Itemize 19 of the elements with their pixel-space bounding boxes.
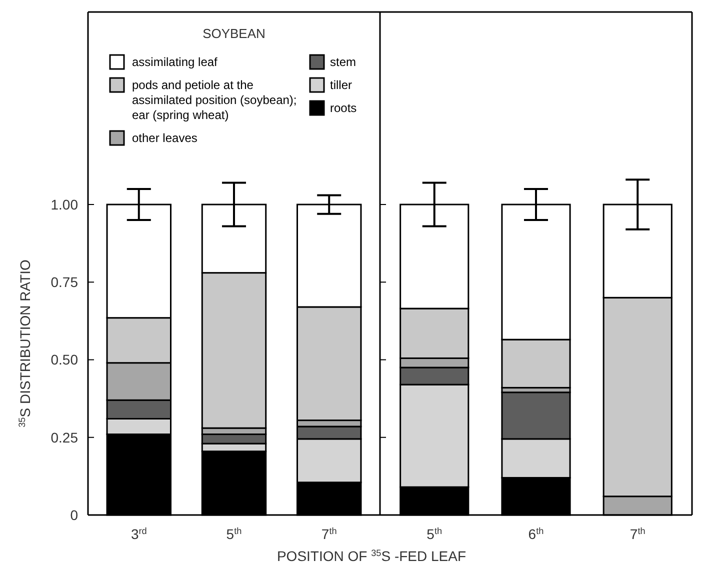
legend-label: stem — [330, 55, 356, 69]
legend-label: roots — [330, 101, 357, 115]
y-tick-label: 0 — [70, 506, 78, 523]
x-tick-label: 5$^{th}$ — [226, 526, 242, 542]
legend-label: assimilating leaf — [132, 55, 218, 69]
legend-label: pods and petiole at the assimilated position (soybean); ear (spring wheat) — [132, 78, 297, 122]
x-tick-label: 7$^{th}$ — [321, 526, 337, 542]
x-tick-label: 6$^{th}$ — [528, 526, 544, 542]
y-tick-label: 0.25 — [50, 429, 78, 446]
y-tick-label: 1.00 — [50, 196, 78, 212]
y-tick-label: 0.50 — [50, 352, 78, 368]
x-axis-title: POSITION OF $^{35}$S -FED LEAF — [276, 548, 466, 564]
x-tick-label: 3$^{rd}$ — [130, 526, 147, 542]
text: SOYBEAN — [202, 26, 266, 41]
legend-label: other leaves — [132, 131, 198, 145]
y-tick-label: 0.75 — [50, 274, 78, 290]
legend-label: tiller — [330, 78, 352, 92]
x-tick-label: 5$^{th}$ — [426, 526, 442, 542]
x-tick-label: 7$^{th}$ — [630, 526, 646, 542]
